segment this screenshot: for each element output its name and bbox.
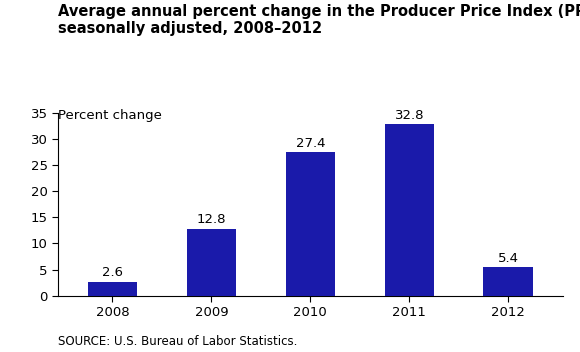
Bar bbox=[187, 229, 236, 296]
Bar bbox=[88, 282, 137, 296]
Bar bbox=[484, 268, 533, 296]
Text: Average annual percent change in the Producer Price Index (PPI) for gold ores, n: Average annual percent change in the Pro… bbox=[58, 4, 580, 36]
Text: 12.8: 12.8 bbox=[197, 213, 226, 226]
Text: SOURCE: U.S. Bureau of Labor Statistics.: SOURCE: U.S. Bureau of Labor Statistics. bbox=[58, 335, 298, 348]
Text: 5.4: 5.4 bbox=[498, 252, 519, 265]
Bar bbox=[385, 124, 434, 296]
Text: Percent change: Percent change bbox=[58, 109, 162, 122]
Text: 32.8: 32.8 bbox=[394, 108, 424, 121]
Bar bbox=[285, 152, 335, 296]
Text: 27.4: 27.4 bbox=[296, 137, 325, 150]
Text: 2.6: 2.6 bbox=[102, 266, 123, 279]
